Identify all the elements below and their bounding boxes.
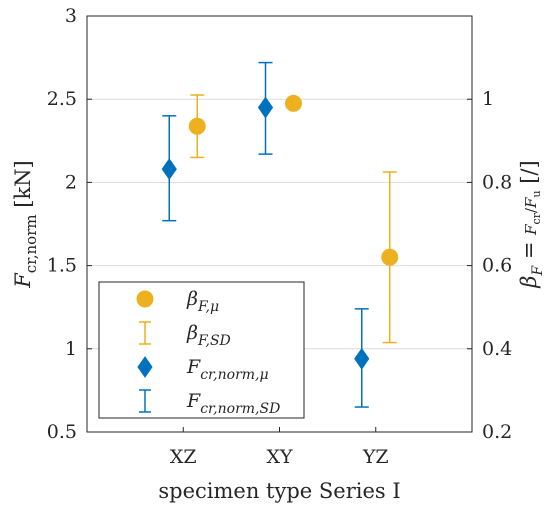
y-right-tick-label: 0.2 <box>482 421 512 443</box>
y-right-axis-label: βF = Fcr/Fu [/] <box>517 160 546 288</box>
y-left-tick-label: 0.5 <box>47 421 77 443</box>
data-point-diamond <box>354 347 370 370</box>
data-series <box>161 61 399 408</box>
y-right-tick-label: 0.6 <box>482 255 512 277</box>
data-point-diamond <box>257 96 274 119</box>
data-point-circle <box>381 248 399 266</box>
data-point-circle <box>188 117 206 135</box>
y-left-tick-label: 3 <box>65 5 77 27</box>
x-tick-label: XZ <box>170 446 197 468</box>
x-tick-label: XY <box>266 446 293 468</box>
y-left-tick-label: 2 <box>65 171 77 193</box>
legend-label: βF,μ <box>186 288 219 315</box>
legend-item: βF,μ <box>136 288 219 315</box>
axis-labels: specimen type Series I Fcr,norm [kN] βF = … <box>11 160 546 503</box>
legend-label: Fcr,norm,μ <box>186 356 269 383</box>
data-point-diamond <box>161 158 177 181</box>
y-left-tick-label: 1.5 <box>47 255 77 277</box>
legend-item: Fcr,norm,SD <box>139 389 280 417</box>
y-right-tick-label: 0.4 <box>482 338 512 360</box>
axis-ticks: 0.5 1 1.5 2 2.5 3 0.2 0.4 0.6 0.8 1 XZ XY YZ <box>47 5 512 468</box>
y-left-tick-label: 1 <box>65 338 77 360</box>
legend-box <box>98 281 305 419</box>
x-tick-label: YZ <box>362 446 389 468</box>
legend-label: Fcr,norm,SD <box>186 390 280 417</box>
legend-marker-circle <box>136 290 154 308</box>
legend-marker-diamond <box>137 356 153 378</box>
y-left-tick-label: 2.5 <box>47 88 77 110</box>
legend: βF,μ βF,SD Fcr,norm,μ Fcr,norm,SD <box>98 281 305 419</box>
y-left-axis-label: Fcr,norm [kN] <box>11 160 40 289</box>
legend-item: βF,SD <box>139 321 231 349</box>
y-right-tick-label: 0.8 <box>482 171 512 193</box>
data-point-circle <box>285 94 302 112</box>
legend-item: Fcr,norm,μ <box>137 356 269 383</box>
legend-label: βF,SD <box>186 322 231 349</box>
y-right-tick-label: 1 <box>482 88 494 110</box>
x-axis-label: specimen type Series I <box>158 479 400 503</box>
